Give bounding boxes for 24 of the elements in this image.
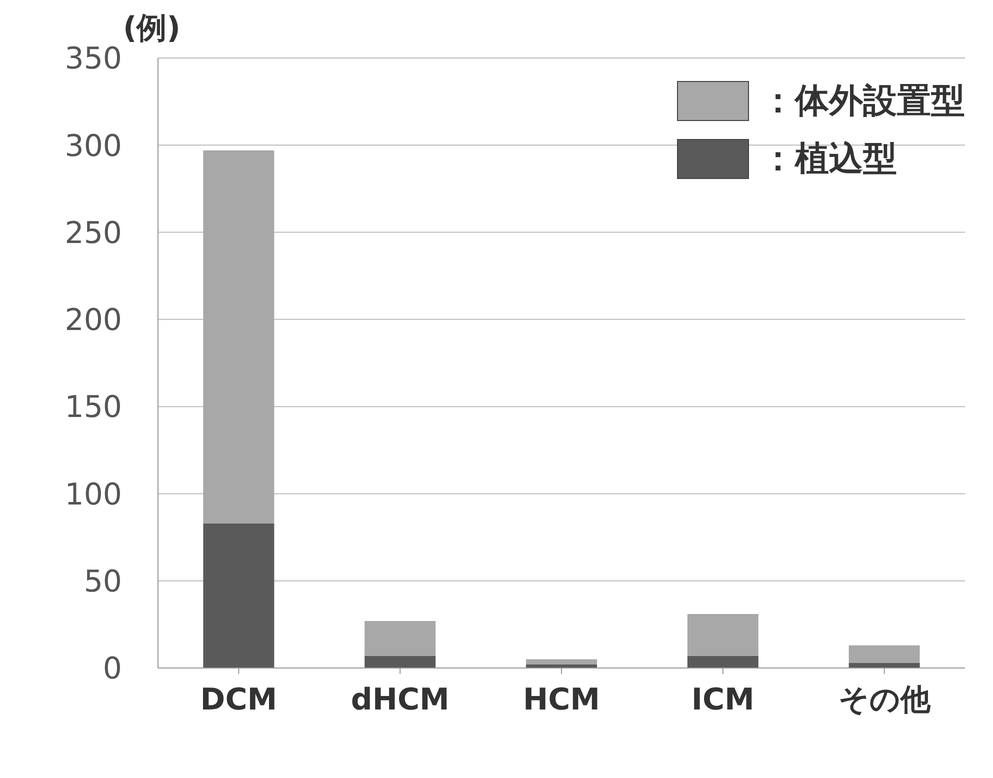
bar [848, 645, 920, 663]
y-tick-label: 350 [64, 42, 122, 77]
x-tick-label: DCM [200, 682, 278, 718]
legend-label: ：体外設置型 [761, 80, 965, 123]
legend-label: ：植込型 [761, 138, 897, 181]
x-tick-label: dHCM [350, 682, 450, 718]
x-tick-label: HCM [523, 682, 600, 718]
y-axis-title: (例) [123, 10, 180, 48]
y-tick-label: 100 [64, 477, 122, 512]
bar [203, 523, 274, 668]
y-tick-label: 150 [64, 390, 122, 426]
bar [364, 656, 436, 668]
bar [687, 614, 758, 656]
bar [687, 656, 758, 668]
y-tick-label: 0 [102, 652, 122, 687]
y-tick-label: 300 [64, 128, 122, 164]
y-tick-label: 250 [64, 216, 122, 251]
bar [364, 620, 436, 656]
x-tick-label: その他 [838, 682, 932, 718]
y-tick-label: 50 [84, 564, 122, 600]
y-tick-label: 200 [64, 303, 122, 338]
bar [203, 150, 274, 524]
bar [526, 659, 597, 665]
x-tick-label: ICM [691, 682, 754, 718]
